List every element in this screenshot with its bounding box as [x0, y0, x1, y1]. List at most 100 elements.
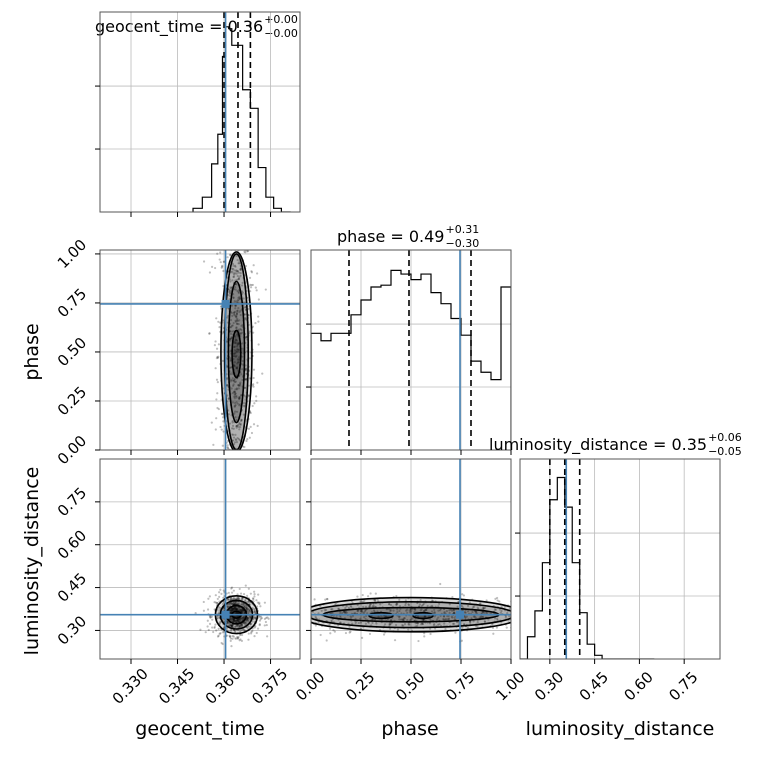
sample-point: [231, 603, 234, 606]
sample-point: [241, 624, 244, 627]
density-contour: [368, 611, 394, 620]
sample-point: [220, 513, 222, 515]
sample-point: [207, 597, 210, 600]
sample-point: [227, 397, 230, 400]
sample-point: [345, 611, 348, 614]
sample-point: [213, 601, 216, 604]
sample-point: [404, 599, 407, 602]
sample-point: [234, 433, 237, 436]
sample-point: [254, 322, 257, 325]
sample-point: [498, 608, 502, 611]
sample-point: [478, 616, 481, 619]
sample-point: [232, 635, 235, 638]
sample-point: [224, 232, 226, 234]
sample-point: [481, 616, 484, 619]
sample-point: [238, 159, 240, 161]
sample-point: [272, 602, 274, 604]
sample-point: [328, 623, 331, 627]
sample-point: [230, 233, 232, 235]
sample-point: [227, 467, 229, 469]
sample-point: [249, 283, 252, 286]
sample-point: [237, 361, 240, 364]
sample-point: [252, 423, 256, 426]
sample-point: [236, 348, 240, 351]
sample-point: [229, 380, 232, 383]
sample-point: [461, 606, 465, 609]
sample-point: [231, 314, 234, 317]
sample-point: [238, 276, 241, 279]
sample-point: [230, 618, 233, 621]
sample-point: [230, 609, 234, 613]
sample-point: [220, 592, 223, 595]
sample-point: [243, 170, 245, 172]
sample-point: [254, 214, 256, 216]
sample-point: [476, 606, 479, 609]
sample-point: [218, 622, 222, 625]
sample-point: [371, 605, 374, 608]
sample-point: [438, 623, 441, 626]
sample-point: [236, 619, 239, 622]
sample-point: [234, 600, 237, 604]
sample-point: [235, 424, 238, 428]
sample-point: [239, 332, 242, 335]
sample-point: [227, 229, 229, 231]
sample-point: [229, 372, 232, 376]
sample-point: [451, 616, 454, 619]
sample-point: [240, 462, 242, 464]
sample-point: [211, 626, 214, 629]
sample-point: [234, 286, 237, 289]
sample-point: [235, 339, 238, 342]
sample-point: [222, 430, 225, 433]
sample-point: [259, 615, 263, 618]
sample-point: [319, 633, 322, 637]
sample-point: [235, 618, 238, 622]
sample-point: [395, 594, 398, 598]
sample-point: [250, 229, 252, 231]
sample-point: [229, 608, 233, 611]
sample-point: [238, 311, 241, 314]
sample-point: [235, 459, 237, 461]
sample-point: [514, 622, 516, 624]
sample-point: [221, 265, 224, 268]
sample-point: [241, 603, 244, 606]
density-contour: [311, 601, 511, 629]
sample-point: [244, 466, 246, 468]
sample-point: [251, 597, 255, 600]
sample-point: [232, 296, 235, 299]
sample-point: [433, 612, 436, 615]
sample-point: [451, 595, 454, 599]
sample-point: [259, 617, 262, 621]
sample-point: [233, 484, 235, 486]
sample-point: [261, 507, 263, 509]
sample-point: [231, 379, 234, 382]
sample-point: [242, 491, 244, 493]
sample-point: [246, 608, 249, 611]
sample-point: [237, 620, 240, 623]
sample-point: [367, 621, 370, 624]
sample-point: [491, 623, 494, 626]
sample-point: [233, 391, 236, 394]
sample-point: [228, 214, 230, 216]
sample-point: [252, 376, 255, 380]
sample-point: [514, 609, 516, 611]
sample-point: [252, 383, 255, 386]
sample-point: [361, 610, 364, 613]
sample-point: [239, 384, 242, 387]
sample-point: [215, 317, 218, 320]
sample-point: [229, 609, 233, 613]
sample-point: [212, 630, 215, 634]
sample-point: [238, 382, 242, 385]
sample-point: [558, 618, 560, 620]
sample-point: [468, 601, 471, 604]
sample-point: [233, 395, 236, 398]
sample-point: [538, 629, 540, 631]
sample-point: [231, 267, 234, 270]
sample-point: [349, 615, 352, 618]
sample-point: [235, 326, 238, 329]
sample-point: [423, 635, 426, 638]
sample-point: [266, 635, 269, 638]
sample-point: [452, 609, 455, 612]
sample-point: [216, 252, 219, 255]
sample-point: [235, 220, 237, 222]
sample-point: [234, 341, 237, 344]
